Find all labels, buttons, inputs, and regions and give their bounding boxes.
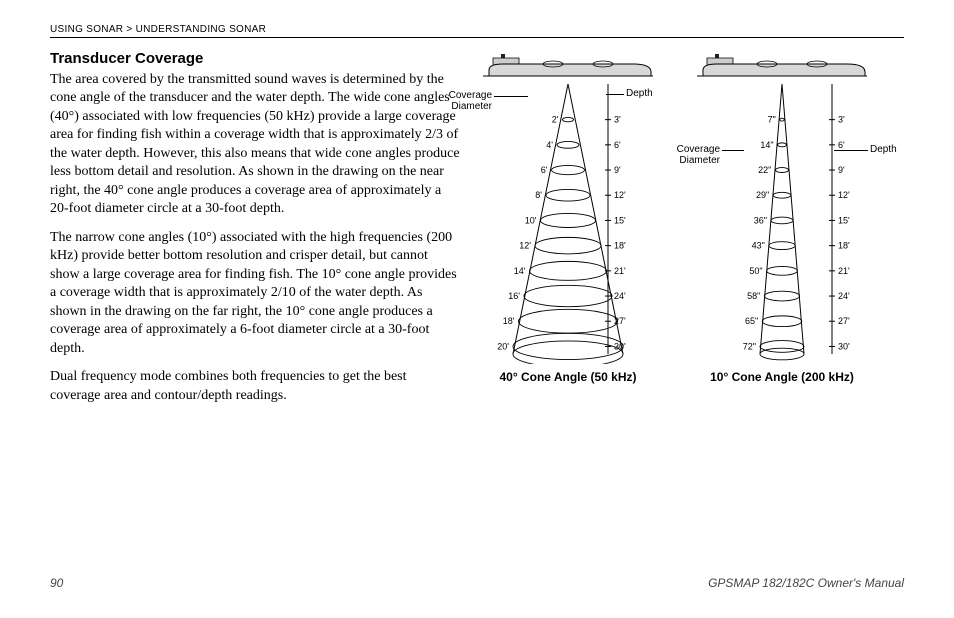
- svg-text:8': 8': [535, 190, 542, 200]
- figure-column: Coverage Diameter Depth Coverage Diamete…: [478, 50, 898, 415]
- cone-40-caption: 40° Cone Angle (50 kHz): [478, 370, 658, 384]
- svg-text:14': 14': [514, 266, 526, 276]
- breadcrumb: Using Sonar > Understanding Sonar: [50, 24, 904, 38]
- svg-text:43": 43": [752, 241, 765, 251]
- breadcrumb-sep: >: [123, 24, 135, 35]
- svg-text:6': 6': [838, 140, 845, 150]
- svg-text:9': 9': [614, 165, 621, 175]
- svg-text:24': 24': [838, 291, 850, 301]
- svg-text:22": 22": [758, 165, 771, 175]
- svg-text:29": 29": [756, 190, 769, 200]
- svg-text:6': 6': [614, 140, 621, 150]
- svg-text:21': 21': [614, 266, 626, 276]
- svg-text:14": 14": [760, 140, 773, 150]
- svg-text:24': 24': [614, 291, 626, 301]
- svg-text:4': 4': [546, 140, 553, 150]
- svg-text:20': 20': [497, 341, 509, 351]
- cone-10-block: 7" 3' 14" 6' 22" 9' 29" 12' 36" 15' 43" 18' 50" 21' 58…: [692, 50, 872, 384]
- svg-text:3': 3': [838, 115, 845, 125]
- svg-text:12': 12': [519, 241, 531, 251]
- section-title: Transducer Coverage: [50, 50, 460, 67]
- svg-text:27': 27': [614, 316, 626, 326]
- svg-text:2': 2': [552, 115, 559, 125]
- svg-text:12': 12': [838, 190, 850, 200]
- footer-manual-name: GPSMAP 182/182C Owner's Manual: [708, 576, 904, 590]
- boat-icon: [697, 50, 867, 84]
- svg-text:15': 15': [614, 215, 626, 225]
- page-footer: 90 GPSMAP 182/182C Owner's Manual: [50, 576, 904, 590]
- cone-10-caption: 10° Cone Angle (200 kHz): [692, 370, 872, 384]
- paragraph-2: The narrow cone angles (10°) associated …: [50, 229, 460, 358]
- svg-text:9': 9': [838, 165, 845, 175]
- footer-page-number: 90: [50, 576, 63, 590]
- svg-text:15': 15': [838, 215, 850, 225]
- svg-text:21': 21': [838, 266, 850, 276]
- svg-text:58": 58": [747, 291, 760, 301]
- svg-text:36": 36": [754, 215, 767, 225]
- paragraph-3: Dual frequency mode combines both freque…: [50, 368, 460, 405]
- paragraph-1: The area covered by the transmitted soun…: [50, 71, 460, 219]
- svg-text:18': 18': [614, 241, 626, 251]
- svg-text:18': 18': [503, 316, 515, 326]
- cone-10-svg: 7" 3' 14" 6' 22" 9' 29" 12' 36" 15' 43" 18' 50" 21' 58…: [692, 84, 872, 364]
- svg-text:16': 16': [508, 291, 520, 301]
- svg-text:30': 30': [838, 341, 850, 351]
- svg-text:65": 65": [745, 316, 758, 326]
- svg-text:10': 10': [525, 215, 537, 225]
- boat-icon: [483, 50, 653, 84]
- svg-text:3': 3': [614, 115, 621, 125]
- svg-text:7": 7": [768, 115, 776, 125]
- cone-40-block: 2' 3' 4' 6' 6' 9' 8' 12' 10' 15' 12' 18' 14' 21' 16' 24…: [478, 50, 658, 384]
- cone-40-svg: 2' 3' 4' 6' 6' 9' 8' 12' 10' 15' 12' 18' 14' 21' 16' 24…: [478, 84, 658, 364]
- svg-text:6': 6': [541, 165, 548, 175]
- svg-text:18': 18': [838, 241, 850, 251]
- breadcrumb-part1: Using Sonar: [50, 24, 123, 35]
- breadcrumb-part2: Understanding Sonar: [136, 24, 267, 35]
- svg-text:27': 27': [838, 316, 850, 326]
- svg-text:72": 72": [743, 341, 756, 351]
- text-column: Transducer Coverage The area covered by …: [50, 50, 460, 415]
- svg-text:50": 50": [749, 266, 762, 276]
- svg-text:12': 12': [614, 190, 626, 200]
